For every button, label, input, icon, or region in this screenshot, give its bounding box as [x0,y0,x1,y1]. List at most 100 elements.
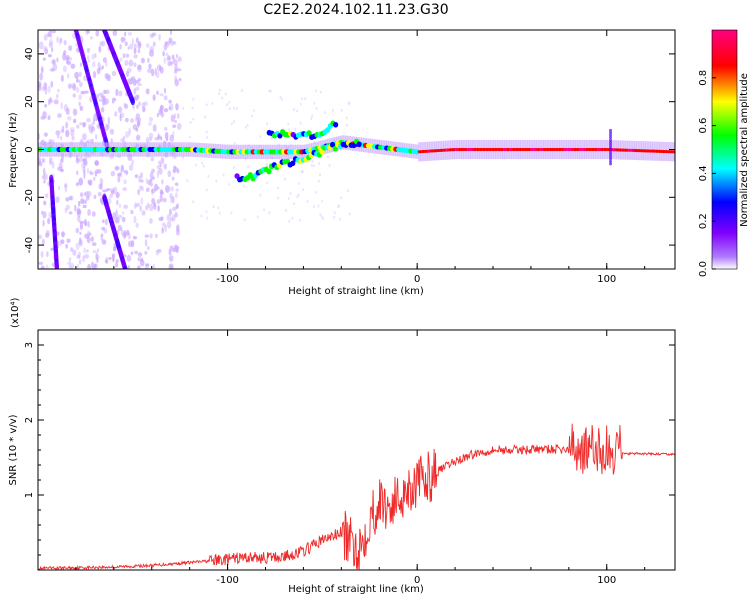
spectrogram-speckle [147,68,153,74]
spectrogram-speckle [296,109,299,113]
spectrogram-speckle [87,209,91,216]
spectrogram-spike-mark [609,128,613,132]
spectrogram-speckle [152,41,156,47]
spectrogram-speckle [168,248,172,256]
spectrogram-speckle [41,157,45,163]
spectrogram-speckle [166,214,171,222]
spectrogram-speckle [53,99,59,105]
spectrogram-speckle [40,66,44,74]
spectrogram-speckle [46,251,49,258]
spectrogram-speckle [300,170,303,174]
spectrogram-speckle [49,38,53,47]
spectrogram-speckle [151,188,156,194]
spectrogram-speckle [151,189,154,196]
spectrogram-y-tick-label: -40 [24,237,35,253]
spectrogram-speckle [192,200,195,204]
spectrogram-speckle [72,262,75,269]
spectrogram-streak [54,265,60,269]
spectrogram-speckle [147,57,150,64]
spectrogram-speckle [135,222,139,229]
spectrogram-speckle [114,217,119,224]
spectrogram-speckle [280,97,283,101]
spectrogram-speckle [149,233,153,239]
spectrogram-speckle [94,160,100,166]
spectrogram-speckle [42,167,46,176]
spectrogram-speckle [115,88,119,97]
spectrogram-speckle [100,40,106,47]
spectrogram-speckle [86,30,90,34]
spectrogram-speckle [133,54,138,59]
spectrogram-speckle [38,261,44,266]
spectrogram-speckle [101,239,107,245]
spectrogram-y-tick-label: 40 [24,48,35,61]
snr-series-line [38,423,675,570]
spectrogram-speckle [76,124,80,129]
spectrogram-speckle [144,239,148,247]
spectrogram-speckle [40,266,45,269]
spectrogram-speckle [110,138,113,144]
spectrogram-spike-mark [609,162,613,166]
spectrogram-speckle [42,211,47,219]
spectrogram-speckle [177,122,182,130]
spectrogram-speckle [94,263,97,268]
spectrogram-speckle [132,124,138,131]
spectrogram-speckle [79,222,84,230]
spectrogram-speckle [132,103,135,110]
snr-y-tick-label: 1 [24,492,35,498]
spectrogram-speckle [44,104,48,108]
spectrogram-speckle [140,57,145,64]
spectrogram-speckle [141,210,146,216]
spectrogram-speckle [266,122,269,126]
spectrogram-speckle [313,164,316,168]
spectrogram-speckle [170,196,173,204]
spectrogram-speckle [162,51,165,57]
spectrogram-speckle [159,93,164,97]
spectrogram-speckle [75,86,80,93]
spectrogram-speckle [92,60,96,68]
spectrogram-speckle [87,179,90,184]
snr-x-tick-label: 0 [414,575,420,586]
spectrogram-speckle [98,98,103,102]
spectrogram-speckle [128,127,132,136]
spectrogram-speckle [168,263,174,269]
spectrogram-branch-mark [306,130,312,136]
spectrogram-branch-mark [266,168,272,175]
spectrogram-speckle [104,98,110,105]
spectrogram-speckle [215,179,218,183]
spectrogram-speckle [176,68,182,72]
spectrogram-speckle [168,106,172,111]
spectrogram-speckle [299,121,302,125]
spectrogram-speckle [64,185,68,193]
spectrogram-speckle [228,107,231,111]
spectrogram-speckle [269,89,272,93]
spectrogram-speckle [331,108,334,112]
spectrogram-speckle [116,199,119,206]
spectrogram-speckle [320,215,323,219]
spectrogram-speckle [86,168,90,174]
snr-panel: -100 0 100 1 2 3 Height of straight line (km)… [8,297,676,595]
spectrogram-speckle [169,103,174,111]
spectrogram-speckle [78,237,82,246]
spectrogram-y-label: Frequency (Hz) [8,112,19,188]
spectrogram-speckle [288,219,291,223]
spectrogram-speckle [123,135,126,140]
spectrogram-speckle [200,214,203,218]
spectrogram-spike-mark [609,159,613,163]
spectrogram-speckle [117,172,122,177]
spectrogram-speckle [143,101,149,107]
spectrogram-speckle [333,215,336,219]
spectrogram-speckle [134,94,139,101]
spectrogram-speckle [146,202,150,208]
spectrogram-x-tick-label: -100 [216,274,239,285]
spectrogram-speckle [205,103,208,107]
spectrogram-speckle [51,46,54,53]
spectrogram-speckle [77,215,81,223]
spectrogram-speckle [110,170,116,177]
spectrogram-speckle [144,250,148,255]
spectrogram-speckle [65,121,69,129]
spectrogram-speckle [82,166,86,174]
spectrogram-speckle [296,195,299,199]
spectrogram-speckle [55,130,61,136]
spectrogram-speckle [88,232,92,237]
spectrogram-speckle [268,89,271,93]
